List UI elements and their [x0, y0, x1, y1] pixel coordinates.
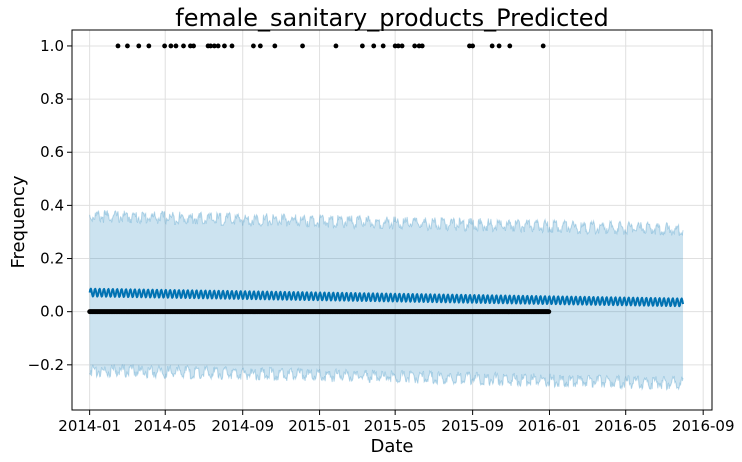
observed-point-zero	[546, 309, 552, 315]
observed-point-one	[257, 43, 263, 49]
observed-point-one	[507, 43, 513, 49]
observed-point-one	[146, 43, 152, 49]
y-tick-label: 0.4	[40, 196, 64, 214]
forecast-yhat-line	[88, 287, 685, 308]
y-tick-label: −0.2	[28, 356, 64, 374]
observed-point-one	[300, 43, 305, 49]
observed-point-one	[333, 43, 339, 49]
x-tick-label: 2015-05	[364, 417, 427, 435]
observed-point-one	[395, 43, 401, 49]
y-tick-label: 0.6	[40, 143, 64, 161]
observed-point-one	[540, 43, 546, 49]
observed-point-one	[272, 43, 278, 49]
observed-point-one	[412, 43, 418, 49]
observed-point-one	[489, 43, 495, 49]
observed-point-one	[168, 43, 174, 49]
uncertainty-band-fill	[89, 210, 684, 390]
observed-point-one	[371, 43, 377, 49]
observed-point-one	[136, 43, 142, 49]
y-tick-label: 0.2	[40, 250, 64, 268]
observed-point-one	[181, 43, 186, 49]
observed-point-one	[380, 43, 386, 49]
x-axis-ticks: 2014-01 2014-05 2014-09 2015-01 2015-05 2015-…	[58, 410, 735, 435]
observed-points	[87, 43, 552, 315]
observed-point-one	[251, 43, 256, 49]
observed-point-one	[359, 43, 365, 49]
observed-point-one	[191, 43, 196, 49]
x-tick-label: 2015-01	[288, 417, 351, 435]
observed-point-one	[115, 43, 121, 49]
x-tick-label: 2016-05	[594, 417, 657, 435]
x-tick-label: 2014-05	[134, 417, 197, 435]
observed-point-one	[173, 43, 179, 49]
y-tick-label: 0.0	[40, 303, 64, 321]
x-tick-label: 2014-09	[211, 417, 274, 435]
x-tick-label: 2016-01	[518, 417, 581, 435]
observed-point-one	[496, 43, 502, 49]
observed-point-one	[222, 43, 227, 49]
observed-point-one	[162, 43, 168, 49]
y-tick-label: 1.0	[40, 37, 64, 55]
plot-frame	[71, 29, 713, 411]
observed-point-one	[419, 43, 425, 49]
observed-point-one	[399, 43, 405, 49]
y-tick-label: 0.8	[40, 90, 64, 108]
uncertainty-band-lower	[89, 364, 684, 391]
x-tick-label: 2014-01	[58, 417, 121, 435]
forecast-line	[88, 287, 685, 308]
x-tick-label: 2016-09	[672, 417, 735, 435]
uncertainty-band-upper	[89, 210, 684, 237]
observed-point-one	[470, 43, 476, 49]
observed-point-one	[208, 43, 213, 49]
observed-point-one	[215, 43, 221, 49]
observed-point-one	[211, 43, 217, 49]
y-axis-label: Frequency	[8, 175, 29, 268]
uncertainty-band	[89, 210, 684, 391]
x-tick-label: 2015-09	[441, 417, 504, 435]
y-axis-ticks: −0.2 0.0 0.2 0.4 0.6 0.8 1.0	[28, 37, 72, 374]
observed-point-one	[125, 43, 130, 49]
chart-title: female_sanitary_products_Predicted	[175, 4, 609, 32]
x-axis-label: Date	[370, 436, 413, 457]
observed-point-one	[229, 43, 235, 49]
